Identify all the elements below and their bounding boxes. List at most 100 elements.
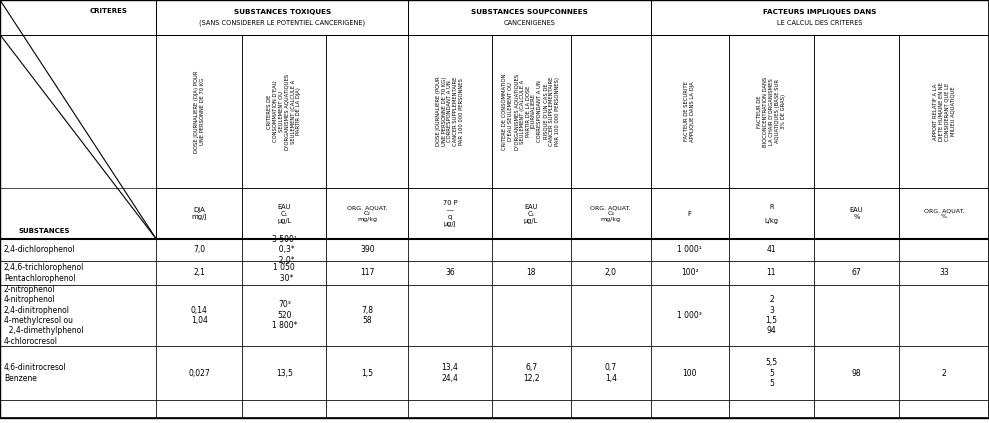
Bar — [408, 285, 492, 346]
Text: 4,6-dinitrocresol
Benzene: 4,6-dinitrocresol Benzene — [4, 363, 66, 383]
Text: 18: 18 — [526, 268, 536, 277]
Text: 0,027: 0,027 — [189, 369, 210, 378]
Bar — [326, 261, 408, 285]
Bar — [899, 188, 989, 239]
Text: 7,0: 7,0 — [193, 245, 206, 254]
Text: EAU
C₁
μg/L: EAU C₁ μg/L — [277, 203, 292, 224]
Bar — [242, 261, 326, 285]
Bar — [156, 35, 242, 188]
Text: 1 000¹: 1 000¹ — [677, 245, 702, 254]
Bar — [729, 346, 814, 401]
Bar — [408, 346, 492, 401]
Bar — [408, 239, 492, 261]
Text: 3 500¹
  0,3*
  2,0*: 3 500¹ 0,3* 2,0* — [272, 235, 297, 265]
Text: 0,7
1,4: 0,7 1,4 — [604, 363, 617, 383]
Text: 100²: 100² — [681, 268, 698, 277]
Bar — [492, 401, 571, 418]
Text: 98: 98 — [852, 369, 861, 378]
Bar — [156, 261, 242, 285]
Bar — [729, 239, 814, 261]
Text: FACTEUR DE SECURITE
APPLIQUE DANS LA DJA: FACTEUR DE SECURITE APPLIQUE DANS LA DJA — [684, 81, 695, 142]
Bar — [729, 285, 814, 346]
Bar — [326, 35, 408, 188]
Text: APPORT RELATIF A LA
DIETE HUMAINE EN NE
CONSIDERANT QUE LE
MILIEU AQUATIQUE: APPORT RELATIF A LA DIETE HUMAINE EN NE … — [933, 82, 955, 141]
Bar — [814, 188, 899, 239]
Bar — [242, 285, 326, 346]
Text: CANCENIGENES: CANCENIGENES — [503, 20, 556, 26]
Bar — [571, 401, 651, 418]
Text: FACTEUR DE
BIOCONCENTRATION DANS
LA CHAIR D'ORGANISMES
AQUATIQUES (BASE SUR
3% D: FACTEUR DE BIOCONCENTRATION DANS LA CHAI… — [758, 76, 785, 147]
Bar — [651, 346, 729, 401]
Text: 2
3
1,5
94: 2 3 1,5 94 — [765, 295, 777, 335]
Text: 2-nitrophenol
4-nitrophenol
2,4-dinitrophenol
4-methylcresol ou
  2,4-dimethylph: 2-nitrophenol 4-nitrophenol 2,4-dinitrop… — [4, 285, 83, 346]
Bar — [326, 285, 408, 346]
Bar — [242, 188, 326, 239]
Bar — [242, 35, 326, 188]
Text: 1 050
  30*: 1 050 30* — [274, 263, 295, 283]
Bar — [242, 239, 326, 261]
Bar — [899, 401, 989, 418]
Bar — [0, 261, 156, 285]
Text: 0,14
1,04: 0,14 1,04 — [191, 306, 208, 325]
Text: (SANS CONSIDERER LE POTENTIEL CANCERIGENE): (SANS CONSIDERER LE POTENTIEL CANCERIGEN… — [200, 19, 365, 26]
Bar — [899, 35, 989, 188]
Text: SUBSTANCES TOXIQUES: SUBSTANCES TOXIQUES — [233, 9, 331, 15]
Text: EAU
%: EAU % — [850, 207, 863, 220]
Text: 41: 41 — [766, 245, 776, 254]
Text: 33: 33 — [940, 268, 948, 277]
Text: ORG. AQUAT.
C₂
mg/kg: ORG. AQUAT. C₂ mg/kg — [347, 205, 388, 222]
Bar — [651, 0, 989, 35]
Bar — [899, 285, 989, 346]
Bar — [0, 188, 156, 239]
Text: 390: 390 — [360, 245, 375, 254]
Bar — [492, 239, 571, 261]
Text: 2,4,6-trichlorophenol
Pentachlorophenol: 2,4,6-trichlorophenol Pentachlorophenol — [4, 263, 84, 283]
Bar — [156, 188, 242, 239]
Bar — [326, 188, 408, 239]
Text: 13,5: 13,5 — [276, 369, 293, 378]
Text: 2,4-dichlorophenol: 2,4-dichlorophenol — [4, 245, 75, 254]
Bar — [814, 239, 899, 261]
Bar — [326, 346, 408, 401]
Bar — [571, 261, 651, 285]
Bar — [814, 35, 899, 188]
Text: SUBSTANCES SOUPCONNEES: SUBSTANCES SOUPCONNEES — [471, 9, 588, 15]
Text: 36: 36 — [445, 268, 455, 277]
Text: EAU
C₁
μg/L: EAU C₁ μg/L — [524, 203, 538, 224]
Text: 7,8
58: 7,8 58 — [361, 306, 374, 325]
Bar — [571, 239, 651, 261]
Bar — [156, 401, 242, 418]
Bar — [571, 285, 651, 346]
Bar — [492, 188, 571, 239]
Text: 70³
520
1 800*: 70³ 520 1 800* — [272, 300, 297, 330]
Text: 5,5
5
5: 5,5 5 5 — [765, 358, 777, 388]
Bar — [0, 401, 156, 418]
Bar — [814, 285, 899, 346]
Bar — [156, 346, 242, 401]
Bar — [899, 261, 989, 285]
Bar — [0, 0, 989, 35]
Text: 2,0: 2,0 — [604, 268, 617, 277]
Text: 6,7
12,2: 6,7 12,2 — [523, 363, 539, 383]
Bar — [492, 261, 571, 285]
Text: 67: 67 — [852, 268, 861, 277]
Bar — [156, 239, 242, 261]
Bar — [651, 188, 729, 239]
Text: ORG. AQUAT.
%: ORG. AQUAT. % — [924, 208, 964, 219]
Bar — [492, 346, 571, 401]
Bar — [0, 285, 156, 346]
Bar — [651, 261, 729, 285]
Text: R

L/kg: R L/kg — [764, 203, 778, 224]
Text: ORG. AQUAT.
C₄
mg/kg: ORG. AQUAT. C₄ mg/kg — [590, 205, 631, 222]
Text: 13,4
24,4: 13,4 24,4 — [441, 363, 459, 383]
Bar — [814, 401, 899, 418]
Text: 1 000³: 1 000³ — [677, 311, 702, 320]
Bar — [899, 346, 989, 401]
Bar — [326, 239, 408, 261]
Bar — [408, 401, 492, 418]
Text: 100: 100 — [682, 369, 697, 378]
Text: SUBSTANCES: SUBSTANCES — [19, 228, 70, 234]
Bar — [408, 0, 651, 35]
Bar — [492, 35, 571, 188]
Bar — [0, 239, 156, 261]
